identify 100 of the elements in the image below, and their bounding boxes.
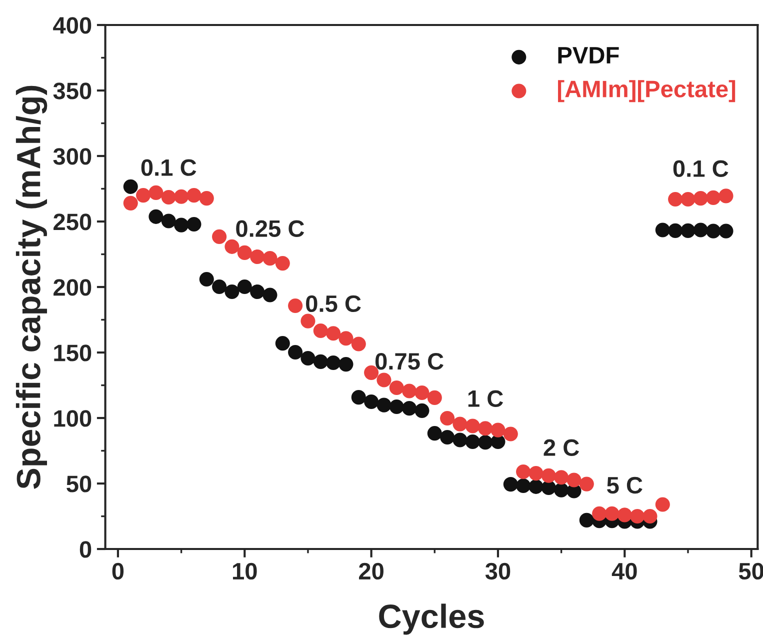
point <box>275 336 290 351</box>
point <box>262 288 278 302</box>
point <box>706 190 721 205</box>
point <box>174 189 189 204</box>
point <box>351 390 366 405</box>
point <box>300 350 316 366</box>
annotation: 0.75 C <box>375 352 444 370</box>
point <box>604 506 620 521</box>
x-tick-label: 0 <box>112 562 124 580</box>
legend-label: PVDF <box>558 47 619 64</box>
point <box>414 403 430 418</box>
annotation: 0.25 C <box>236 220 304 237</box>
point <box>326 326 341 341</box>
y-tick-label: 150 <box>54 344 92 362</box>
y-tick-label: 0 <box>80 541 92 558</box>
point <box>427 390 442 405</box>
point <box>630 508 645 524</box>
point <box>186 216 202 232</box>
point <box>465 434 480 450</box>
point <box>148 185 164 200</box>
point <box>528 479 544 494</box>
point <box>161 214 176 228</box>
annotation: 0.1 C <box>673 160 728 177</box>
point <box>516 478 531 494</box>
point <box>262 251 278 266</box>
point <box>199 191 214 206</box>
point <box>427 426 442 441</box>
point <box>326 355 341 370</box>
point <box>389 399 404 414</box>
point <box>655 222 670 238</box>
point <box>313 323 328 338</box>
point <box>718 224 734 238</box>
point <box>668 223 683 238</box>
point <box>592 506 607 521</box>
annotation: 0.1 C <box>141 159 196 176</box>
point <box>288 344 303 360</box>
point <box>693 191 708 206</box>
point <box>402 401 417 416</box>
point <box>706 224 721 238</box>
point <box>566 472 582 488</box>
y-axis-title: Specific capacity (mAh/g) <box>16 86 48 489</box>
point <box>680 192 696 207</box>
point <box>288 298 303 314</box>
point <box>174 218 189 232</box>
annotation: 0.5 C <box>306 295 361 312</box>
point <box>528 466 544 481</box>
point <box>199 272 214 287</box>
y-tick-label: 250 <box>54 214 92 230</box>
point <box>642 508 658 524</box>
point <box>250 284 265 300</box>
point <box>414 385 430 400</box>
x-tick-label: 50 <box>738 562 763 580</box>
point <box>224 284 240 300</box>
point <box>376 398 392 412</box>
point <box>718 188 734 204</box>
point <box>389 380 404 396</box>
point <box>579 476 594 492</box>
point <box>351 336 366 352</box>
point <box>617 508 632 522</box>
y-tick-label: 300 <box>53 148 92 165</box>
x-tick-label: 40 <box>612 562 637 580</box>
point <box>668 192 683 207</box>
y-tick-label: 200 <box>54 279 92 296</box>
point <box>300 314 316 328</box>
x-tick-label: 30 <box>485 562 510 580</box>
point <box>503 477 518 492</box>
point <box>440 430 455 445</box>
legend-label: [AMIm][Pectate] <box>558 80 736 102</box>
annotation: 2 C <box>544 439 580 456</box>
x-axis-title: Cycles <box>379 604 484 635</box>
point <box>465 418 480 434</box>
point <box>478 421 493 436</box>
x-tick-label: 10 <box>232 562 257 580</box>
point <box>693 222 708 238</box>
point <box>148 209 164 224</box>
point <box>123 196 138 210</box>
point <box>680 223 696 238</box>
annotation: 1 C <box>468 390 504 408</box>
y-tick-label: 400 <box>53 17 92 34</box>
point <box>579 512 594 528</box>
point <box>452 416 468 432</box>
point <box>338 357 354 372</box>
point <box>237 279 252 294</box>
point <box>440 410 455 426</box>
point <box>212 279 227 294</box>
y-tick-label: 350 <box>53 82 92 100</box>
point <box>402 384 417 398</box>
point <box>313 354 328 369</box>
point <box>186 188 202 203</box>
point <box>478 435 493 450</box>
point <box>554 470 569 485</box>
point <box>655 497 670 512</box>
point <box>490 422 506 438</box>
point <box>364 394 379 410</box>
point <box>250 249 265 264</box>
point <box>338 331 354 346</box>
point <box>452 432 468 448</box>
point <box>237 245 252 260</box>
point <box>275 256 290 271</box>
point <box>541 468 556 483</box>
